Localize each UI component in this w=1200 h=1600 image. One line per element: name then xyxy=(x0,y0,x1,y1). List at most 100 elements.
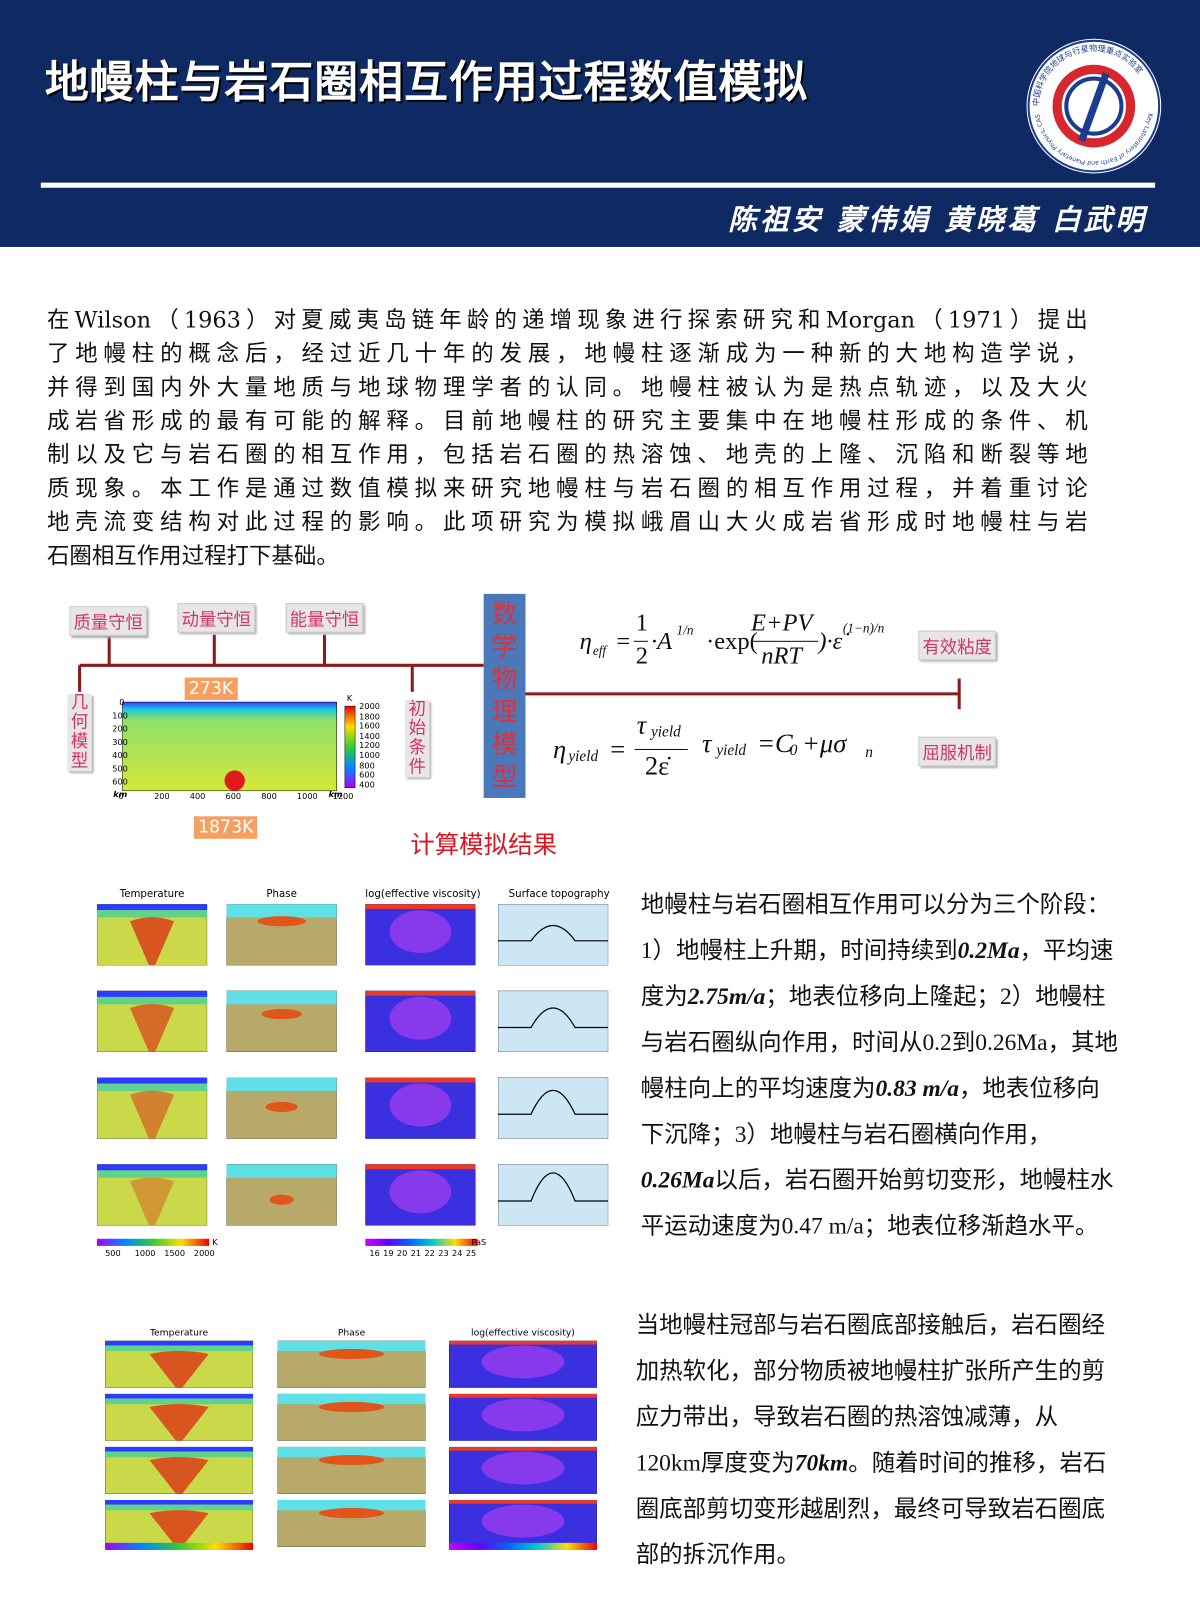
sim-panel xyxy=(105,1393,254,1441)
intro-line: 制以及它与岩石圈的相互作用，包括岩石圈的热溶蚀、地壳的上隆、沉陷和断裂等地 xyxy=(46,442,1088,469)
text-segment: 应力带出，导致岩石圈的热溶蚀减薄，从 xyxy=(635,1404,1059,1430)
colorbar-tick: 23 xyxy=(438,1248,449,1259)
intro-line: 并得到国内外大量地质与地球物理学者的认同。地幔柱被认为是热点轨迹，以及大火 xyxy=(46,375,1088,402)
y-tick-label: 500 xyxy=(112,764,128,774)
colorbar-tick: 24 xyxy=(452,1248,463,1259)
sim-panel xyxy=(497,990,609,1053)
sim-panel xyxy=(96,904,208,966)
formula-part: τ xyxy=(636,710,647,740)
colorbar-tick: 1800 xyxy=(359,711,380,722)
text-segment: 与岩石圈纵向作用，时间从0.2到0.26Ma，其地 xyxy=(640,1029,1119,1056)
text-line: 度为2.75m/a；地表位移向上隆起；2）地幔柱 xyxy=(641,973,1106,1019)
x-axis-unit: km xyxy=(328,789,343,799)
text-segment: 加热软化，部分物质被地幔柱扩张所产生的剪 xyxy=(635,1358,1106,1384)
formula-part: 1/n xyxy=(676,622,694,638)
colorbar xyxy=(105,1542,254,1550)
fraction-bar xyxy=(634,748,688,750)
yield-label: 屈服机制 xyxy=(918,736,996,767)
formula-part: η xyxy=(579,628,592,656)
colorbar-tick: 16 xyxy=(369,1248,380,1259)
intro-line: 了地幔柱的概念后，经过近几十年的发展，地幔柱逐渐成为一种新的大地构造学说， xyxy=(46,341,1088,368)
sim-panel xyxy=(277,1499,426,1547)
sim-panel xyxy=(497,1164,609,1226)
formula-part: +μσ xyxy=(802,728,847,759)
text-segment: ，地表位移向 xyxy=(958,1075,1100,1102)
formula-part: )·ε̇ xyxy=(818,628,843,656)
formula-part: (1−n)/n xyxy=(842,620,885,636)
colorbar-tick: 500 xyxy=(105,1248,121,1259)
colorbar-tick: 21 xyxy=(410,1248,422,1259)
sim-panel xyxy=(96,1164,208,1226)
formula-part: ·exp( xyxy=(706,628,758,656)
text-segment: 平运动速度为0.47 m/a；地表位移渐趋水平。 xyxy=(640,1213,1099,1239)
header xyxy=(0,0,1200,247)
text-line: 圈底部剪切变形越剧烈，最终可导致岩石圈底 xyxy=(636,1486,1105,1532)
formula-part: 0 xyxy=(789,742,798,760)
formula-part: E+PV xyxy=(751,610,813,637)
conservation-label: 能量守恒 xyxy=(285,603,364,633)
bold-segment: 2.75m/a xyxy=(687,983,766,1010)
formula-part: ·A xyxy=(651,628,673,656)
formula-part: = xyxy=(616,628,631,656)
temp-plume-label: 1873K xyxy=(193,816,258,839)
intro-line: 石圈相互作用过程打下基础。 xyxy=(46,543,339,570)
y-tick-label: 400 xyxy=(112,751,128,761)
colorbar-tick: 22 xyxy=(424,1248,435,1259)
colorbar xyxy=(365,1238,478,1246)
sim-panel xyxy=(277,1446,426,1494)
x-tick-label: 1000 xyxy=(296,791,318,802)
text-line: 120km厚度变为70km。随着时间的推移，岩石 xyxy=(636,1440,1107,1486)
panel-title: Temperature xyxy=(149,1328,209,1339)
colorbar-tick: 1400 xyxy=(359,731,380,741)
sim-panel xyxy=(365,1077,476,1139)
text-line: 0.26Ma以后，岩石圈开始剪切变形，地幔柱水 xyxy=(641,1157,1114,1203)
x-tick-label: 400 xyxy=(189,791,206,802)
formula-part: 1 xyxy=(635,610,648,637)
colorbar-tick: 1000 xyxy=(359,751,380,761)
panel-title: Phase xyxy=(337,1328,366,1339)
sim-panel xyxy=(365,990,476,1053)
model-box xyxy=(483,593,526,798)
sim-panel xyxy=(226,1077,337,1139)
text-line: 平运动速度为0.47 m/a；地表位移渐趋水平。 xyxy=(641,1203,1099,1249)
header-rule xyxy=(40,182,1156,188)
colorbar-tick: 25 xyxy=(465,1248,477,1259)
intro-line: 在Wilson（1963）对夏威夷岛链年龄的递增现象进行探索研究和Morgan（… xyxy=(46,308,1088,334)
sim-panel xyxy=(105,1499,254,1547)
panel-title: Temperature xyxy=(119,888,185,900)
diagram-lines xyxy=(78,634,961,710)
colorbar-tick: 1600 xyxy=(359,721,380,731)
text-line: 幔柱向上的平均速度为0.83 m/a，地表位移向 xyxy=(641,1065,1100,1111)
x-tick-label: 200 xyxy=(154,791,170,802)
sim-panel xyxy=(277,1340,426,1388)
text-line: 地幔柱与岩石圈相互作用可以分为三个阶段： xyxy=(641,882,1110,928)
initial-label: 初始条件 xyxy=(405,699,430,778)
colorbar-tick: 20 xyxy=(396,1248,408,1259)
sim-panel xyxy=(105,1340,254,1388)
bold-segment: 0.2Ma xyxy=(957,937,1020,964)
formula-part: yield xyxy=(716,742,747,760)
sim-panel xyxy=(277,1393,426,1441)
colorbar-tick: 600 xyxy=(359,770,375,780)
fraction-bar xyxy=(751,640,819,642)
panel-title: Surface topography xyxy=(508,888,610,900)
intro-line: 成岩省形成的最有可能的解释。目前地幔柱的研究主要集中在地幔柱形成的条件、机 xyxy=(46,409,1088,435)
x-tick-label: 800 xyxy=(261,791,277,802)
text-segment: 圈底部剪切变形越剧烈，最终可导致岩石圈底 xyxy=(635,1495,1106,1522)
colorbar-tick: 19 xyxy=(383,1248,394,1259)
colorbar-tick: 1500 xyxy=(164,1248,186,1259)
model-label: 数学物理模型 xyxy=(491,598,518,792)
sim-panel xyxy=(448,1393,597,1441)
formula-part: = xyxy=(610,734,626,765)
colorbar-unit: K xyxy=(346,693,353,704)
text-line: 与岩石圈纵向作用，时间从0.2到0.26Ma，其地 xyxy=(641,1019,1118,1065)
sim-panel xyxy=(96,990,208,1053)
text-line: 1）地幔柱上升期，时间持续到0.2Ma，平均速 xyxy=(641,928,1114,974)
sim-panel xyxy=(448,1446,597,1494)
text-line: 应力带出，导致岩石圈的热溶蚀减薄，从 xyxy=(636,1394,1058,1440)
y-tick-label: 0 xyxy=(119,697,125,708)
text-segment: 下沉降；3）地幔柱与岩石圈横向作用， xyxy=(640,1121,1052,1147)
colorbar xyxy=(96,1238,210,1246)
formula-part: 2ε̇ xyxy=(644,751,670,781)
authors: 陈祖安 蒙伟娟 黄晓葛 白武明 xyxy=(728,203,1147,237)
